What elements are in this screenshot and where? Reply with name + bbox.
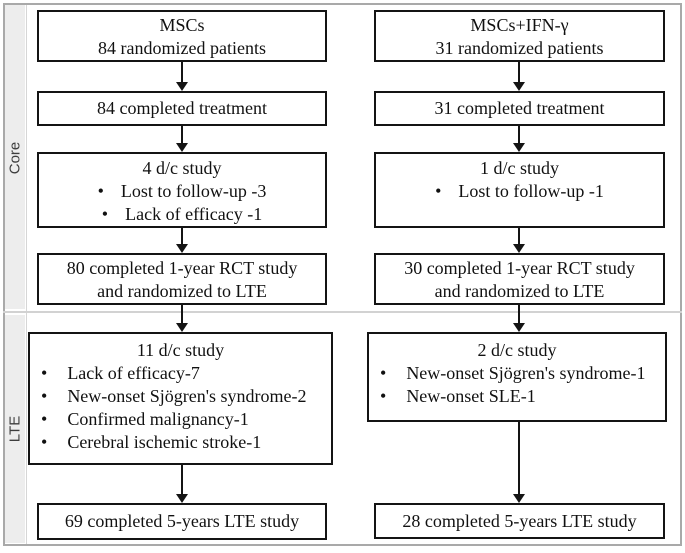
- bullet-icon: •: [41, 432, 48, 452]
- flow-arrow: [176, 126, 188, 152]
- bullet-icon: •: [435, 181, 442, 201]
- bullet-icon: •: [97, 181, 104, 201]
- arm-title: MSCs: [159, 15, 205, 35]
- flow-arrow: [513, 228, 525, 253]
- completed-rct-line1: 80 completed 1-year RCT study: [66, 258, 298, 278]
- dc-item: • Cerebral ischemic stroke-1: [30, 431, 331, 454]
- arrowhead-icon: [176, 143, 188, 152]
- arrowhead-icon: [176, 323, 188, 332]
- dc-reason: Lack of efficacy -1: [125, 204, 263, 224]
- dc-reason: Lack of efficacy-7: [67, 363, 200, 383]
- completed-treatment-text: 31 completed treatment: [434, 98, 605, 118]
- box-msc-enrollment: MSCs 84 randomized patients: [37, 10, 327, 62]
- flow-arrow: [513, 422, 525, 503]
- flow-arrow: [176, 465, 188, 503]
- dc-reason: Confirmed malignancy-1: [67, 409, 249, 429]
- flow-arrow: [513, 305, 525, 332]
- box-ifn-completed-treatment: 31 completed treatment: [374, 91, 665, 126]
- dc-item: • Lack of efficacy-7: [30, 362, 331, 385]
- dc-title: 2 d/c study: [477, 340, 557, 360]
- randomized-count: 84 randomized patients: [98, 38, 266, 58]
- dc-title: 11 d/c study: [136, 340, 225, 360]
- box-msc-completed-treatment: 84 completed treatment: [37, 91, 327, 126]
- dc-title: 4 d/c study: [142, 158, 222, 178]
- completed-rct-line1: 30 completed 1-year RCT study: [404, 258, 635, 278]
- section-label-lte: LTE: [6, 415, 24, 443]
- arrowhead-icon: [176, 244, 188, 253]
- randomized-count: 31 randomized patients: [435, 38, 604, 58]
- completed-rct-line2: and randomized to LTE: [97, 281, 267, 301]
- box-msc-completed-lte: 69 completed 5-years LTE study: [37, 503, 327, 540]
- arm-title: MSCs+IFN-γ: [470, 15, 569, 35]
- dc-title: 1 d/c study: [480, 158, 559, 178]
- completed-lte-text: 28 completed 5-years LTE study: [402, 510, 637, 531]
- flow-arrow: [176, 305, 188, 332]
- completed-treatment-text: 84 completed treatment: [97, 98, 267, 118]
- arrowhead-icon: [513, 82, 525, 91]
- arrowhead-icon: [513, 323, 525, 332]
- dc-reason: Lost to follow-up -1: [458, 181, 604, 201]
- arrowhead-icon: [176, 494, 188, 503]
- box-ifn-core-discontinued: 1 d/c study • Lost to follow-up -1: [374, 152, 665, 228]
- dc-reason: New-onset Sjögren's syndrome-1: [406, 363, 646, 383]
- box-msc-lte-discontinued: 11 d/c study • Lack of efficacy-7 • New-…: [28, 332, 333, 465]
- flow-arrow: [176, 228, 188, 253]
- sidebar-core-cell: [5, 5, 25, 309]
- box-ifn-completed-rct: 30 completed 1-year RCT study and random…: [374, 253, 665, 305]
- dc-reason: New-onset SLE-1: [406, 386, 536, 406]
- core-lte-divider: [3, 311, 682, 313]
- dc-reason: Lost to follow-up -3: [120, 181, 267, 201]
- completed-rct-line2: and randomized to LTE: [434, 281, 605, 301]
- bullet-icon: •: [380, 363, 387, 383]
- dc-reason: Cerebral ischemic stroke-1: [67, 432, 262, 452]
- dc-item: • Lost to follow-up -3: [39, 180, 325, 203]
- box-ifn-completed-lte: 28 completed 5-years LTE study: [374, 503, 665, 539]
- bullet-icon: •: [41, 363, 48, 383]
- dc-item: • Confirmed malignancy-1: [30, 408, 331, 431]
- box-ifn-lte-discontinued: 2 d/c study • New-onset Sjögren's syndro…: [367, 332, 667, 422]
- bullet-icon: •: [41, 409, 48, 429]
- box-msc-core-discontinued: 4 d/c study • Lost to follow-up -3 • Lac…: [37, 152, 327, 228]
- dc-item: • New-onset SLE-1: [369, 385, 665, 408]
- box-msc-completed-rct: 80 completed 1-year RCT study and random…: [37, 253, 327, 305]
- arrowhead-icon: [513, 244, 525, 253]
- flow-arrow: [513, 62, 525, 91]
- flow-arrow: [513, 126, 525, 152]
- outer-frame: [3, 3, 682, 546]
- completed-lte-text: 69 completed 5-years LTE study: [64, 511, 300, 531]
- sidebar-divider-line: [26, 5, 27, 544]
- dc-item: • Lack of efficacy -1: [39, 203, 325, 226]
- arrowhead-icon: [513, 494, 525, 503]
- section-label-core: Core: [6, 141, 24, 175]
- bullet-icon: •: [380, 386, 387, 406]
- bullet-icon: •: [101, 204, 109, 224]
- arrowhead-icon: [513, 143, 525, 152]
- box-ifn-enrollment: MSCs+IFN-γ 31 randomized patients: [374, 10, 665, 62]
- dc-reason: New-onset Sjögren's syndrome-2: [67, 386, 307, 406]
- flow-arrow: [176, 62, 188, 91]
- arrowhead-icon: [176, 82, 188, 91]
- dc-item: • Lost to follow-up -1: [376, 180, 663, 203]
- bullet-icon: •: [41, 386, 48, 406]
- dc-item: • New-onset Sjögren's syndrome-1: [369, 362, 665, 385]
- dc-item: • New-onset Sjögren's syndrome-2: [30, 385, 331, 408]
- sidebar-lte-cell: [5, 315, 25, 543]
